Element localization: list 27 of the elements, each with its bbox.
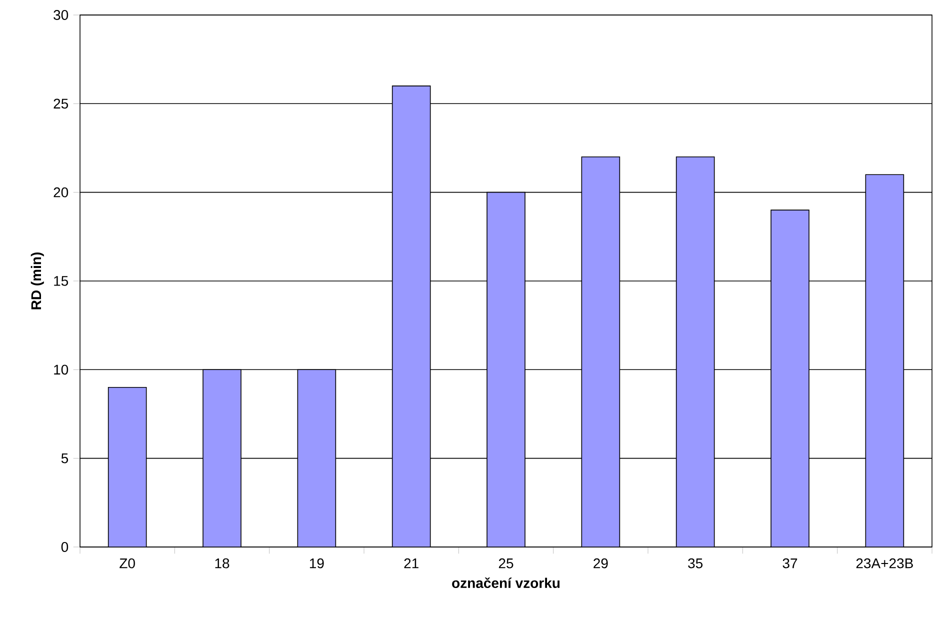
bar: [486, 192, 526, 547]
x-axis-title: označení vzorku: [452, 577, 560, 588]
y-tick-label: 20: [54, 187, 68, 198]
y-axis-title: RD (min): [30, 252, 44, 310]
x-tick-label: 23A+23B: [856, 558, 913, 568]
bar: [865, 174, 904, 547]
y-tick-label: 30: [54, 10, 68, 20]
y-tick-label: 0: [61, 542, 68, 552]
bar: [392, 86, 431, 547]
x-tick-label: 37: [782, 558, 798, 568]
x-tick-label: 29: [594, 558, 608, 568]
bar: [297, 369, 336, 547]
bar: [202, 369, 242, 547]
x-tick-label: Z0: [120, 558, 135, 568]
bar: [581, 156, 620, 547]
y-tick-label: 10: [54, 364, 68, 375]
x-tick-label: 18: [215, 558, 230, 568]
x-tick-label: 35: [688, 558, 703, 568]
y-tick-label: 5: [61, 453, 68, 464]
x-tick-label: 19: [310, 558, 324, 568]
bar: [108, 386, 147, 547]
bar: [676, 156, 715, 547]
x-tick-label: 21: [404, 558, 418, 568]
y-tick-label: 25: [54, 98, 68, 109]
x-tick-label: 25: [498, 558, 514, 568]
bar: [770, 210, 810, 547]
y-tick-label: 15: [54, 276, 68, 286]
